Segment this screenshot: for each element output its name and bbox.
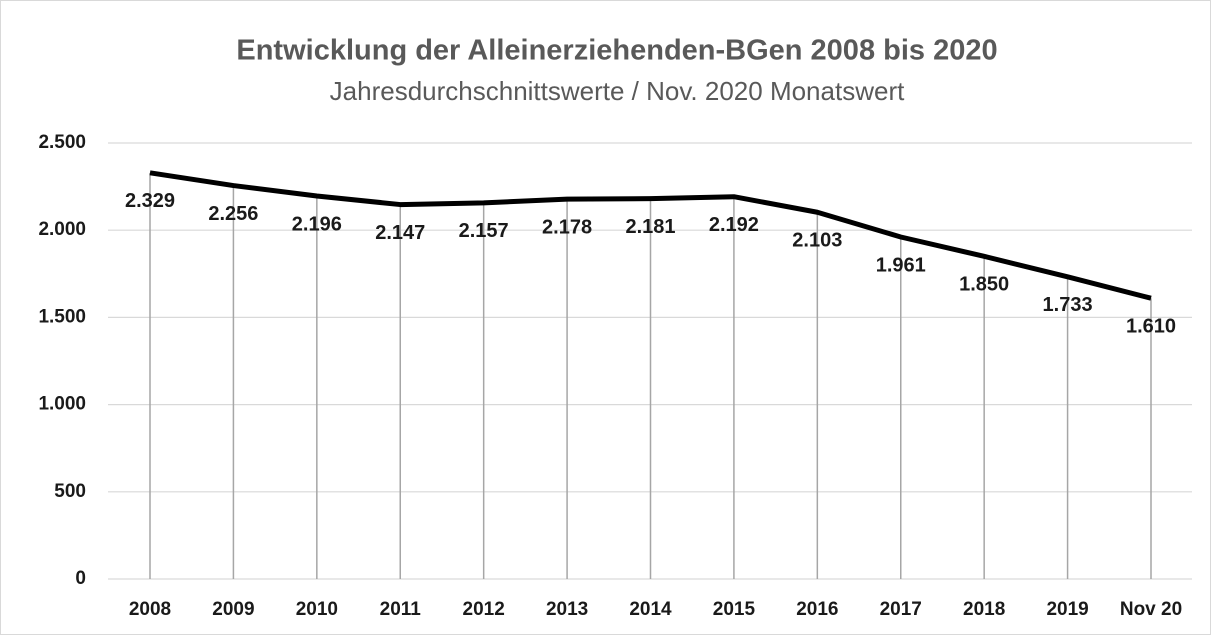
x-tick-label: 2018 bbox=[963, 599, 1005, 620]
x-tick-label: 2013 bbox=[546, 599, 588, 620]
data-label: 2.157 bbox=[459, 220, 509, 242]
x-tick-label: 2008 bbox=[129, 599, 171, 620]
data-label: 2.196 bbox=[292, 213, 342, 235]
x-tick-label: 2011 bbox=[380, 599, 422, 620]
x-tick-label: 2012 bbox=[463, 599, 505, 620]
data-label: 2.103 bbox=[792, 230, 842, 252]
data-label: 1.610 bbox=[1126, 315, 1176, 337]
y-tick-label: 1.500 bbox=[38, 306, 86, 327]
data-label: 2.147 bbox=[375, 222, 425, 244]
chart-title: Entwicklung der Alleinerziehenden-BGen 2… bbox=[236, 35, 997, 67]
data-line bbox=[149, 170, 1152, 301]
x-tick-label: 2017 bbox=[880, 599, 922, 620]
data-label: 1.850 bbox=[959, 274, 1009, 296]
y-tick-label: 2.500 bbox=[38, 132, 86, 153]
x-tick-label: 2015 bbox=[713, 599, 756, 620]
data-label: 1.733 bbox=[1043, 294, 1093, 316]
x-tick-label: 2009 bbox=[212, 599, 254, 620]
x-tick-label: Nov 20 bbox=[1120, 599, 1182, 620]
data-label: 2.329 bbox=[125, 190, 175, 212]
data-label: 2.181 bbox=[625, 216, 675, 238]
data-label: 1.961 bbox=[876, 254, 926, 276]
y-tick-label: 500 bbox=[54, 481, 86, 502]
x-tick-label: 2010 bbox=[296, 599, 338, 620]
chart-subtitle: Jahresdurchschnittswerte / Nov. 2020 Mon… bbox=[330, 76, 905, 106]
x-tick-label: 2019 bbox=[1046, 599, 1088, 620]
x-tick-label: 2016 bbox=[796, 599, 838, 620]
data-label: 2.178 bbox=[542, 216, 592, 238]
y-tick-label: 1.000 bbox=[38, 394, 86, 415]
data-label: 2.192 bbox=[709, 214, 759, 236]
y-tick-label: 2.000 bbox=[38, 219, 86, 240]
x-tick-label: 2014 bbox=[629, 599, 672, 620]
data-label: 2.256 bbox=[208, 203, 258, 225]
y-tick-label: 0 bbox=[75, 568, 86, 589]
